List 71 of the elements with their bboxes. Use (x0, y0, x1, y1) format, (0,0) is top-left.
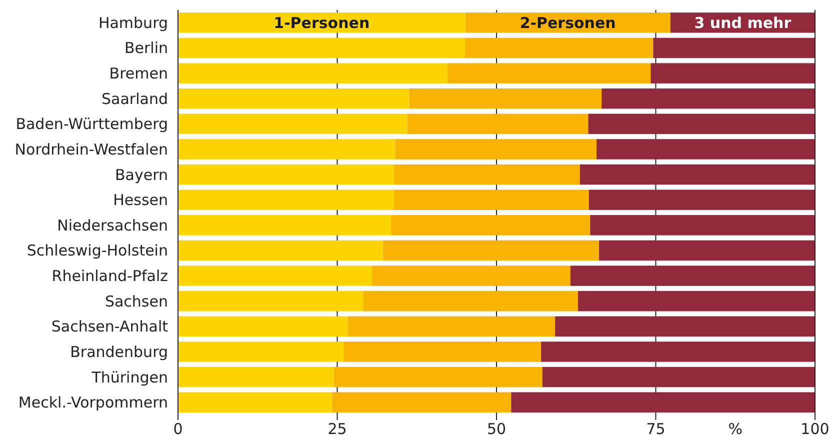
bar (178, 290, 364, 312)
bar (407, 114, 588, 134)
bar (580, 164, 815, 185)
bar (541, 342, 815, 362)
y-tick-label: Berlin (124, 39, 168, 58)
x-tick-label: 100 (800, 420, 830, 438)
series-label: 3 und mehr (694, 14, 792, 32)
bar (447, 63, 651, 84)
bar (178, 38, 465, 58)
bar (570, 266, 815, 286)
x-tick-label: 75 (646, 420, 666, 438)
x-axis-title: % (728, 420, 743, 438)
series-label: 1-Personen (274, 14, 370, 32)
bar (395, 139, 597, 160)
y-tick-label: Bremen (109, 64, 168, 83)
y-tick-label: Niedersachsen (57, 216, 168, 234)
bar (464, 38, 654, 58)
bar (650, 63, 815, 84)
y-tick-label: Sachsen (104, 292, 168, 310)
bar (178, 114, 408, 134)
bar (599, 240, 815, 261)
x-tick-label: 25 (328, 420, 347, 438)
x-tick-label: 50 (486, 420, 506, 438)
bar (555, 316, 815, 337)
bar (588, 114, 815, 134)
y-tick-label: Hamburg (98, 14, 168, 32)
bar (383, 240, 600, 261)
series-label: 2-Personen (520, 14, 616, 32)
bar (178, 215, 391, 236)
bar (596, 139, 815, 160)
bar (334, 366, 542, 388)
y-tick-label: Hessen (113, 191, 168, 210)
bar (578, 290, 815, 312)
bar (409, 88, 602, 109)
bar (332, 392, 512, 412)
bar (178, 392, 332, 412)
bar (588, 190, 815, 210)
bar (653, 38, 815, 58)
y-tick-label: Thüringen (90, 368, 168, 386)
bar (363, 290, 578, 312)
y-tick-label: Bayern (115, 166, 168, 184)
y-tick-label: Meckl.-Vorpommern (18, 394, 168, 412)
bar (178, 366, 334, 388)
bar (542, 366, 815, 388)
bar (394, 164, 580, 185)
bar (602, 88, 815, 109)
y-tick-label: Schleswig-Holstein (26, 242, 168, 260)
bar (348, 316, 556, 337)
bar (511, 392, 815, 412)
y-tick-label: Rheinland-Pfalz (52, 267, 168, 286)
bar (178, 316, 348, 337)
bar (178, 266, 372, 286)
y-tick-label: Brandenburg (70, 342, 168, 361)
y-tick-label: Baden-Württemberg (16, 115, 168, 134)
bar (390, 215, 590, 236)
bar (394, 190, 589, 210)
bar (372, 266, 570, 286)
bar (590, 215, 815, 236)
bar (178, 190, 394, 210)
y-tick-label: Sachsen-Anhalt (51, 318, 168, 336)
bar (178, 88, 410, 109)
y-tick-label: Nordrhein-Westfalen (14, 140, 168, 158)
bar (178, 240, 384, 261)
bar (344, 342, 542, 362)
bar (178, 164, 394, 185)
bar (178, 12, 466, 33)
y-tick-label: Saarland (102, 90, 168, 108)
bar (178, 63, 448, 84)
bar (178, 342, 344, 362)
x-tick-label: 0 (173, 420, 183, 438)
bar (178, 139, 396, 160)
